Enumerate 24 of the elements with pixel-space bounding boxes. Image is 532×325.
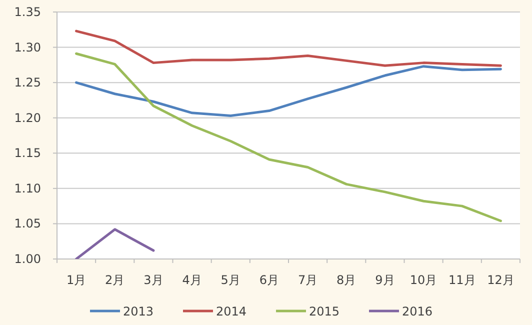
x-tick-label: 9月 xyxy=(375,273,395,287)
x-tick-label: 5月 xyxy=(220,273,240,287)
x-tick-label: 11月 xyxy=(448,273,476,287)
x-tick-label: 8月 xyxy=(336,273,356,287)
y-tick-label: 1.20 xyxy=(14,110,41,125)
y-tick-label: 1.05 xyxy=(14,216,41,231)
y-tick-label: 1.00 xyxy=(14,252,41,266)
y-tick-label: 1.15 xyxy=(14,146,41,160)
x-tick-label: 10月 xyxy=(410,273,438,287)
y-tick-label: 1.10 xyxy=(14,181,41,196)
x-tick-label: 2月 xyxy=(105,273,125,287)
x-tick-label: 7月 xyxy=(298,273,318,287)
x-tick-label: 3月 xyxy=(144,273,164,287)
x-tick-label: 1月 xyxy=(66,273,86,287)
legend-label: 2016 xyxy=(402,304,433,318)
x-tick-label: 4月 xyxy=(182,273,202,287)
y-tick-label: 1.30 xyxy=(14,40,41,54)
y-tick-label: 1.35 xyxy=(14,5,41,19)
y-tick-label: 1.25 xyxy=(14,76,41,90)
x-tick-label: 12月 xyxy=(487,273,514,287)
legend-label: 2014 xyxy=(216,304,247,318)
legend-label: 2013 xyxy=(123,304,154,318)
legend-label: 2015 xyxy=(309,304,340,318)
x-tick-label: 6月 xyxy=(259,273,280,287)
